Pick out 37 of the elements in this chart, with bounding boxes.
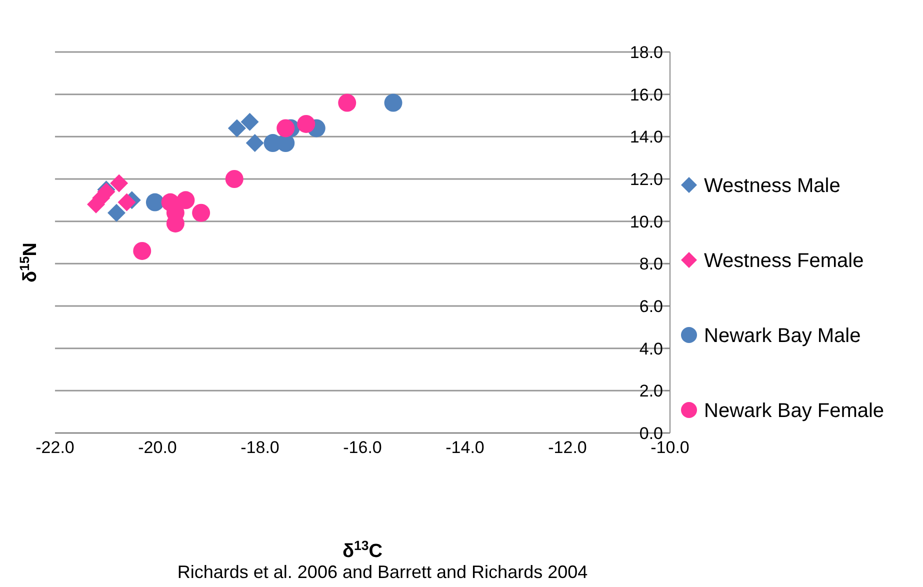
point — [338, 94, 356, 112]
point — [176, 191, 195, 210]
y-tick-label: 6.0 — [639, 297, 663, 316]
legend-label: Newark Bay Female — [704, 400, 884, 422]
x-tick-label: -14.0 — [446, 438, 484, 458]
point — [228, 119, 246, 138]
point — [246, 134, 264, 152]
x-tick-label: -18.0 — [240, 438, 280, 458]
x-tick-label: -12.0 — [548, 438, 587, 458]
y-tick-label: 16.0 — [630, 85, 663, 104]
y-tick-label: 10.0 — [630, 212, 663, 232]
y-tick-label: 18.0 — [630, 43, 663, 62]
x-tick-label: -10.0 — [650, 438, 690, 458]
text: Richards et al. 2006 and Barrett and Richards 2004 — [177, 562, 588, 582]
x-tick-label: -20.0 — [138, 438, 177, 458]
point — [192, 204, 210, 222]
point — [110, 174, 128, 192]
point — [118, 193, 136, 212]
x-tick-label: -22.0 — [36, 438, 74, 458]
point — [133, 242, 152, 260]
point — [384, 94, 402, 112]
point — [240, 112, 259, 131]
y-tick-label: 8.0 — [639, 254, 663, 274]
y-tick-label: 4.0 — [639, 339, 663, 358]
point — [225, 170, 244, 188]
point — [108, 204, 126, 222]
point — [276, 119, 295, 138]
legend-label: Westness Male — [704, 175, 840, 197]
legend-label: Newark Bay Male — [704, 325, 861, 347]
x-axis-title: δ$^{13}$C — [342, 538, 383, 562]
y-tick-label: 12.0 — [630, 170, 663, 190]
x-tick-label: -16.0 — [343, 438, 382, 458]
point — [146, 193, 164, 212]
point — [297, 114, 316, 133]
y-tick-label: 14.0 — [630, 128, 663, 147]
legend-label: Westness Female — [704, 250, 864, 272]
y-tick-label: 2.0 — [639, 382, 663, 401]
